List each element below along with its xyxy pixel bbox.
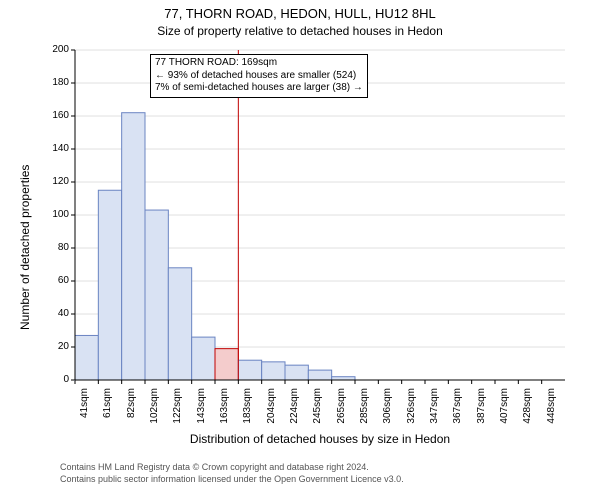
xtick-label: 122sqm bbox=[172, 388, 183, 428]
xtick-label: 306sqm bbox=[382, 388, 393, 428]
y-axis-label: Number of detached properties bbox=[18, 165, 32, 330]
ytick-label: 40 bbox=[39, 308, 69, 319]
xtick-label: 428sqm bbox=[522, 388, 533, 428]
xtick-label: 143sqm bbox=[196, 388, 207, 428]
ytick-label: 100 bbox=[39, 209, 69, 220]
xtick-label: 61sqm bbox=[102, 388, 113, 428]
annotation-line2: ← 93% of detached houses are smaller (52… bbox=[155, 70, 363, 83]
ytick-label: 180 bbox=[39, 77, 69, 88]
annotation-box: 77 THORN ROAD: 169sqm ← 93% of detached … bbox=[150, 54, 368, 98]
xtick-label: 326sqm bbox=[406, 388, 417, 428]
copyright-line1: Contains HM Land Registry data © Crown c… bbox=[60, 462, 369, 472]
ytick-label: 80 bbox=[39, 242, 69, 253]
chart-container: { "title": "77, THORN ROAD, HEDON, HULL,… bbox=[0, 0, 600, 500]
ytick-label: 140 bbox=[39, 143, 69, 154]
xtick-label: 82sqm bbox=[126, 388, 137, 428]
xtick-label: 387sqm bbox=[476, 388, 487, 428]
annotation-line3: 7% of semi-detached houses are larger (3… bbox=[155, 82, 363, 95]
xtick-label: 224sqm bbox=[289, 388, 300, 428]
ytick-label: 160 bbox=[39, 110, 69, 121]
xtick-label: 265sqm bbox=[336, 388, 347, 428]
xtick-label: 41sqm bbox=[79, 388, 90, 428]
annotation-line1: 77 THORN ROAD: 169sqm bbox=[155, 57, 363, 70]
xtick-label: 367sqm bbox=[452, 388, 463, 428]
x-axis-label: Distribution of detached houses by size … bbox=[75, 432, 565, 446]
ytick-label: 20 bbox=[39, 341, 69, 352]
ytick-label: 60 bbox=[39, 275, 69, 286]
xtick-label: 347sqm bbox=[429, 388, 440, 428]
xtick-label: 183sqm bbox=[242, 388, 253, 428]
copyright-line2: Contains public sector information licen… bbox=[60, 474, 404, 484]
ytick-label: 200 bbox=[39, 44, 69, 55]
xtick-label: 245sqm bbox=[312, 388, 323, 428]
xtick-label: 407sqm bbox=[499, 388, 510, 428]
xtick-label: 204sqm bbox=[266, 388, 277, 428]
ytick-label: 0 bbox=[39, 374, 69, 385]
xtick-label: 448sqm bbox=[546, 388, 557, 428]
ytick-label: 120 bbox=[39, 176, 69, 187]
xtick-label: 285sqm bbox=[359, 388, 370, 428]
xtick-label: 163sqm bbox=[219, 388, 230, 428]
xtick-label: 102sqm bbox=[149, 388, 160, 428]
